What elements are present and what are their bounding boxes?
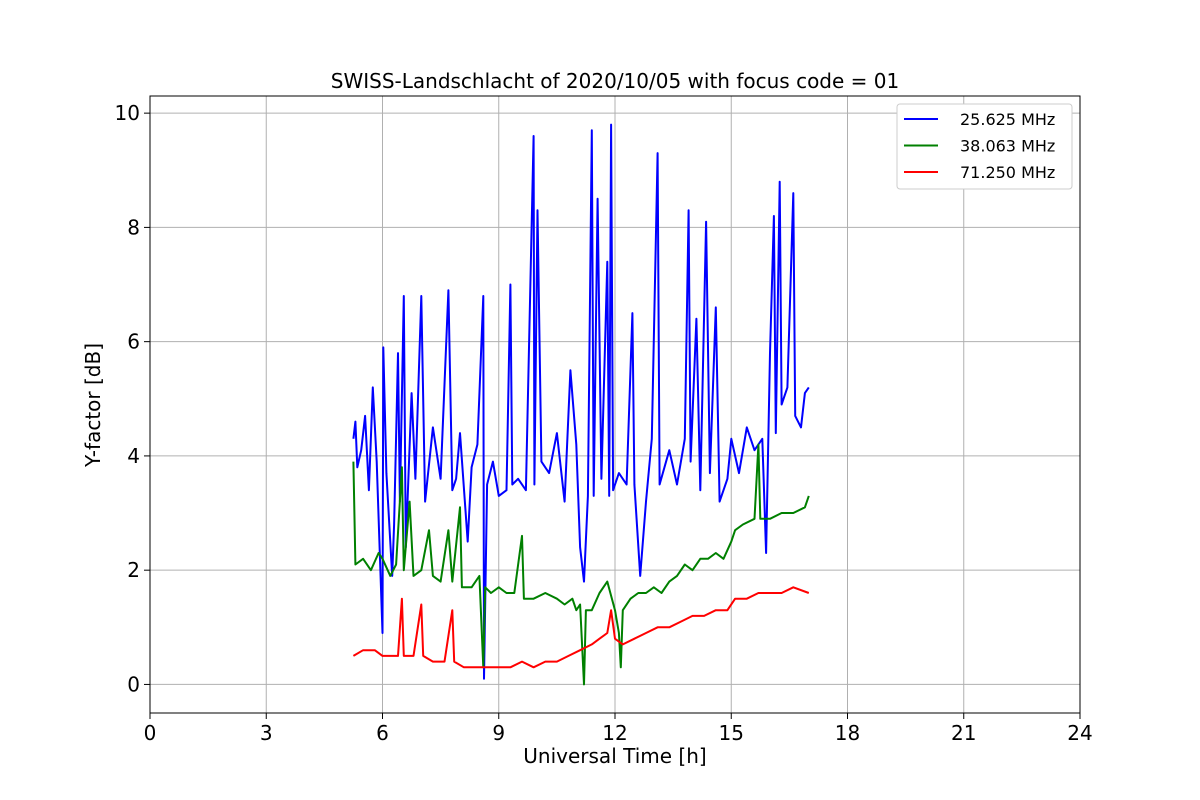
series-layer	[352, 123, 810, 686]
series-line-0	[352, 123, 810, 680]
x-tick-label: 0	[144, 721, 157, 745]
x-tick-label: 12	[602, 721, 627, 745]
x-axis-label: Universal Time [h]	[523, 744, 706, 768]
x-tick-label: 18	[835, 721, 860, 745]
y-tick-label: 6	[127, 330, 140, 354]
y-tick-label: 4	[127, 444, 140, 468]
grid	[149, 96, 1081, 713]
legend-box	[896, 103, 1073, 190]
x-tick-label: 24	[1067, 721, 1092, 745]
chart-title: SWISS-Landschlacht of 2020/10/05 with fo…	[331, 69, 899, 93]
x-ticks: 0 3 6 9 12 15 18 21 24	[144, 713, 1093, 745]
x-tick-label: 21	[951, 721, 976, 745]
legend-label-2: 71.250 MHz	[960, 163, 1055, 182]
x-tick-label: 9	[492, 721, 505, 745]
x-tick-label: 15	[719, 721, 744, 745]
y-tick-label: 10	[115, 101, 140, 125]
y-ticks: 0 2 4 6 8 10	[115, 101, 150, 696]
y-tick-label: 0	[127, 672, 140, 696]
y-tick-label: 8	[127, 215, 140, 239]
legend: 25.625 MHz 38.063 MHz 71.250 MHz	[896, 103, 1073, 190]
y-tick-label: 2	[127, 558, 140, 582]
legend-label-1: 38.063 MHz	[960, 137, 1055, 156]
series-line-1	[352, 443, 810, 686]
series-line-2	[352, 586, 810, 669]
x-tick-label: 6	[376, 721, 389, 745]
y-axis-label: Y-factor [dB]	[81, 343, 105, 468]
legend-label-0: 25.625 MHz	[960, 110, 1055, 129]
x-tick-label: 3	[260, 721, 273, 745]
